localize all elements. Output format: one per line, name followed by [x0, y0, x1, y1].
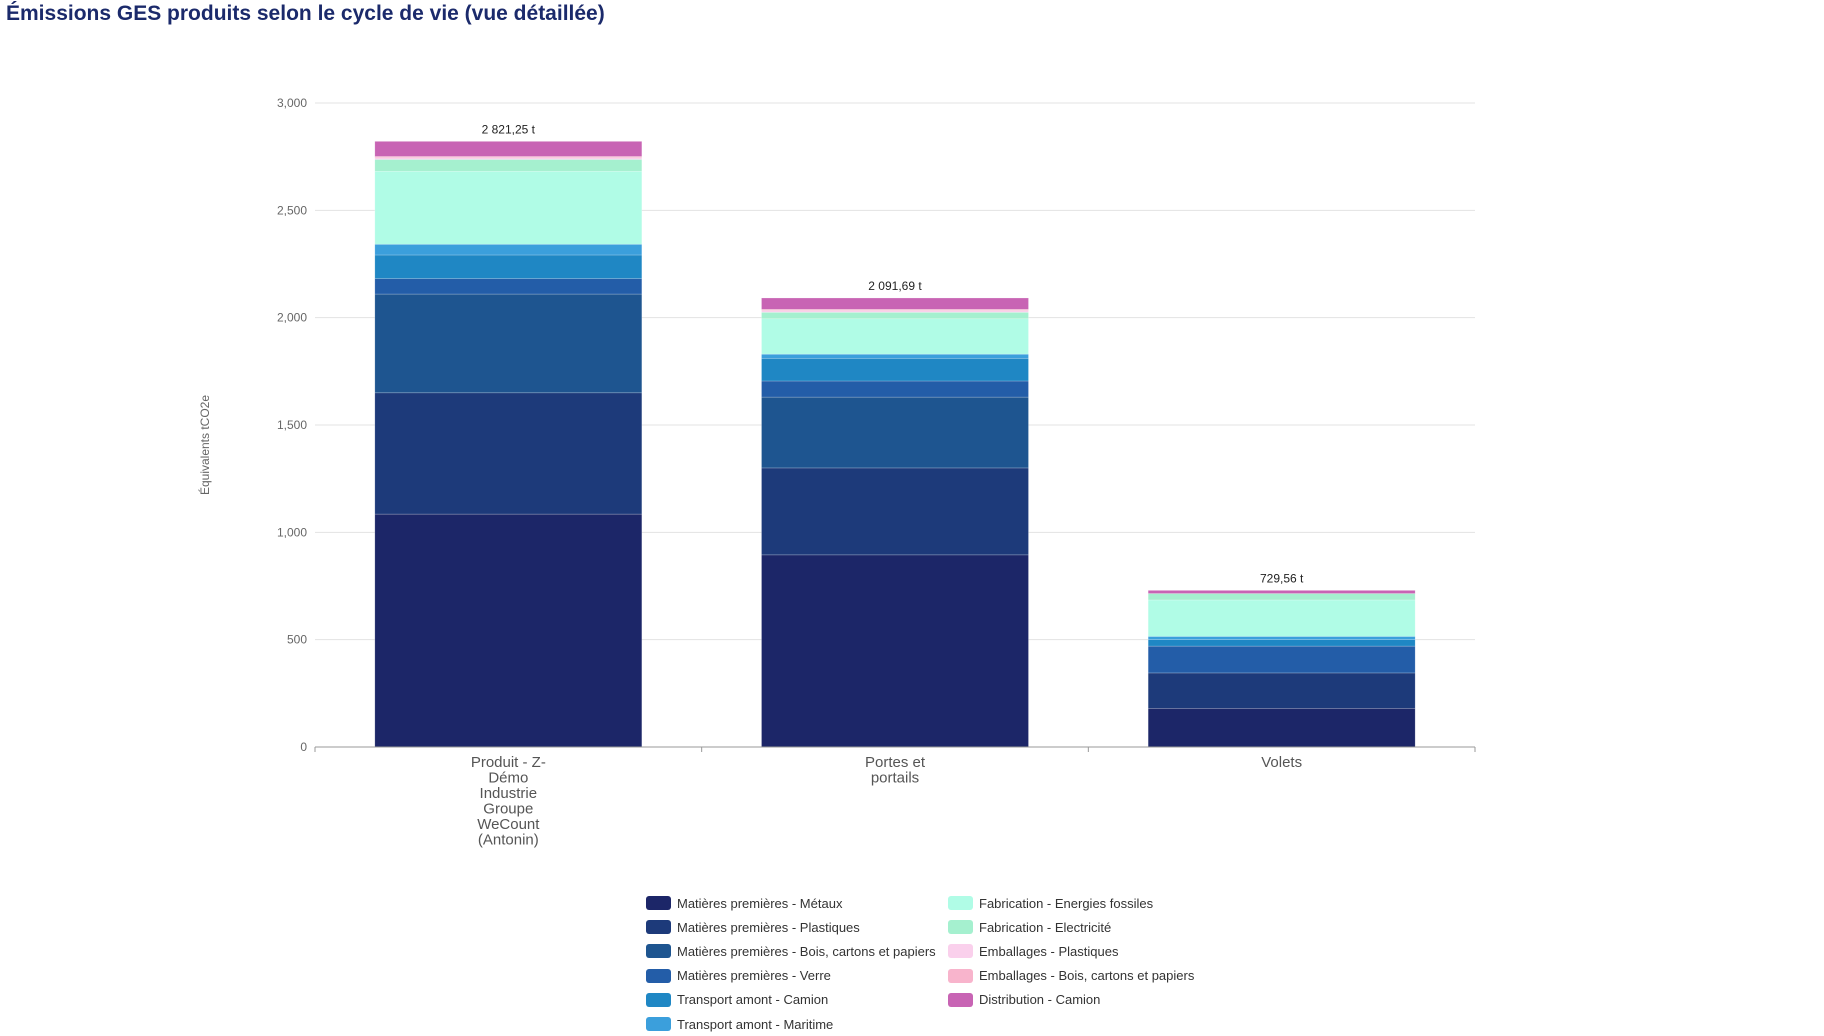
x-category-label-line: WeCount [477, 816, 540, 833]
y-tick-label: 2,000 [277, 311, 307, 325]
x-category-label: Portes et portails [865, 754, 926, 787]
legend-item[interactable]: Transport amont - Maritime [646, 1012, 948, 1036]
bars[interactable] [374, 141, 1416, 748]
y-tick-label: 1,000 [277, 525, 307, 539]
legend-item[interactable]: Emballages - Plastiques [948, 939, 1218, 963]
x-category-label-line: Produit - Z- [471, 754, 546, 771]
page-title: Émissions GES produits selon le cycle de… [6, 2, 605, 25]
bar-segment[interactable] [1147, 593, 1416, 601]
x-category-label-line: Volets [1261, 754, 1302, 771]
x-category-label-line: Industrie [480, 785, 538, 802]
y-tick-label: 2,500 [277, 203, 307, 217]
bar-segment[interactable] [374, 170, 643, 245]
bar-segment[interactable] [374, 243, 643, 256]
bar-segment[interactable] [374, 159, 643, 172]
x-category-label-line: portails [871, 770, 919, 787]
bar-segment[interactable] [1147, 708, 1416, 748]
bar-segment[interactable] [374, 392, 643, 515]
y-tick-label: 500 [287, 633, 307, 647]
bar-segment[interactable] [1147, 636, 1416, 640]
bar-segment[interactable] [1147, 672, 1416, 709]
bar-segment[interactable] [374, 254, 643, 279]
bar-segment[interactable] [374, 141, 643, 157]
y-tick-label: 3,000 [277, 96, 307, 110]
bar-segment[interactable] [374, 157, 643, 160]
legend-item[interactable]: Fabrication - Energies fossiles [948, 891, 1218, 915]
bar-segment[interactable] [761, 353, 1029, 359]
legend-swatch [646, 992, 671, 1007]
legend-swatch [948, 968, 973, 983]
x-category-label: Produit - Z-Démo Industrie Groupe WeCount (A… [471, 754, 546, 849]
legend-swatch [646, 920, 671, 935]
bar-segment[interactable] [374, 513, 643, 748]
legend-swatch [948, 992, 973, 1007]
legend-swatch [948, 920, 973, 935]
bar-segment[interactable] [761, 358, 1029, 382]
legend-label: Fabrication - Energies fossiles [979, 895, 1154, 911]
bar-segment[interactable] [1147, 599, 1416, 637]
y-tick-label: 1,500 [277, 418, 307, 432]
bar-segment[interactable] [1147, 639, 1416, 647]
legend-item[interactable]: Matières premières - Métaux [646, 891, 948, 915]
bar-segment[interactable] [1147, 590, 1416, 594]
legend-item[interactable]: Matières premières - Bois, cartons et pa… [646, 939, 948, 963]
legend-item[interactable]: Emballages - Bois, cartons et papiers [948, 964, 1218, 988]
bar-segment[interactable] [1147, 645, 1416, 674]
bar-segment[interactable] [761, 318, 1029, 355]
legend-item[interactable]: Matières premières - Verre [646, 964, 948, 988]
bar-segment[interactable] [374, 278, 643, 295]
bar-segment[interactable] [374, 293, 643, 394]
bar-segment[interactable] [761, 467, 1029, 556]
legend-label: Emballages - Bois, cartons et papiers [979, 968, 1195, 984]
bar-stack[interactable] [374, 141, 643, 748]
bar-stack[interactable] [761, 297, 1029, 748]
y-tick-label: 0 [300, 740, 307, 754]
bar-segment[interactable] [761, 380, 1029, 398]
legend-swatch [948, 944, 973, 959]
legend-label: Distribution - Camion [979, 992, 1101, 1008]
legend-item[interactable]: Fabrication - Electricité [948, 915, 1218, 939]
legend-label: Emballages - Plastiques [979, 943, 1119, 959]
legend-label: Transport amont - Maritime [677, 1016, 834, 1032]
bar-segment[interactable] [761, 554, 1029, 748]
legend-label: Matières premières - Verre [677, 968, 831, 984]
legend-swatch [646, 968, 671, 983]
x-category-label-line: (Antonin) [478, 832, 539, 849]
labels: 0 500 1,000 1,500 2,000 2,500 3,000 Équivalents… [197, 96, 1304, 849]
x-category-label-line: Groupe [483, 801, 533, 818]
legend-label: Fabrication - Electricité [979, 919, 1112, 935]
legend-item[interactable]: Transport amont - Camion [646, 988, 948, 1012]
bar-segment[interactable] [761, 396, 1029, 469]
legend-label: Matières premières - Bois, cartons et pa… [677, 943, 936, 959]
x-category-label-line: Portes et [865, 754, 926, 771]
chart-legend: Matières premières - Métaux Matières prem… [646, 891, 1218, 1036]
legend-item[interactable]: Distribution - Camion [948, 988, 1218, 1012]
y-axis-label: Équivalents tCO2e [197, 395, 212, 495]
legend-swatch [646, 1017, 671, 1032]
legend-label: Matières premières - Métaux [677, 895, 843, 911]
x-category-label: Volets [1261, 754, 1302, 771]
bar-segment[interactable] [761, 297, 1029, 310]
bar-total-label: 2 091,69 t [868, 279, 922, 293]
bar-total-label: 729,56 t [1260, 571, 1304, 585]
legend-swatch [948, 896, 973, 911]
legend-swatch [646, 896, 671, 911]
bar-stack[interactable] [1147, 590, 1416, 748]
axes [314, 746, 1476, 752]
x-category-label-line: Démo [488, 770, 528, 787]
legend-swatch [646, 944, 671, 959]
legend-item[interactable]: Matières premières - Plastiques [646, 915, 948, 939]
legend-label: Transport amont - Camion [677, 992, 829, 1008]
legend-label: Matières premières - Plastiques [677, 919, 860, 935]
bar-segment[interactable] [761, 311, 1029, 320]
bar-total-label: 2 821,25 t [482, 122, 536, 136]
